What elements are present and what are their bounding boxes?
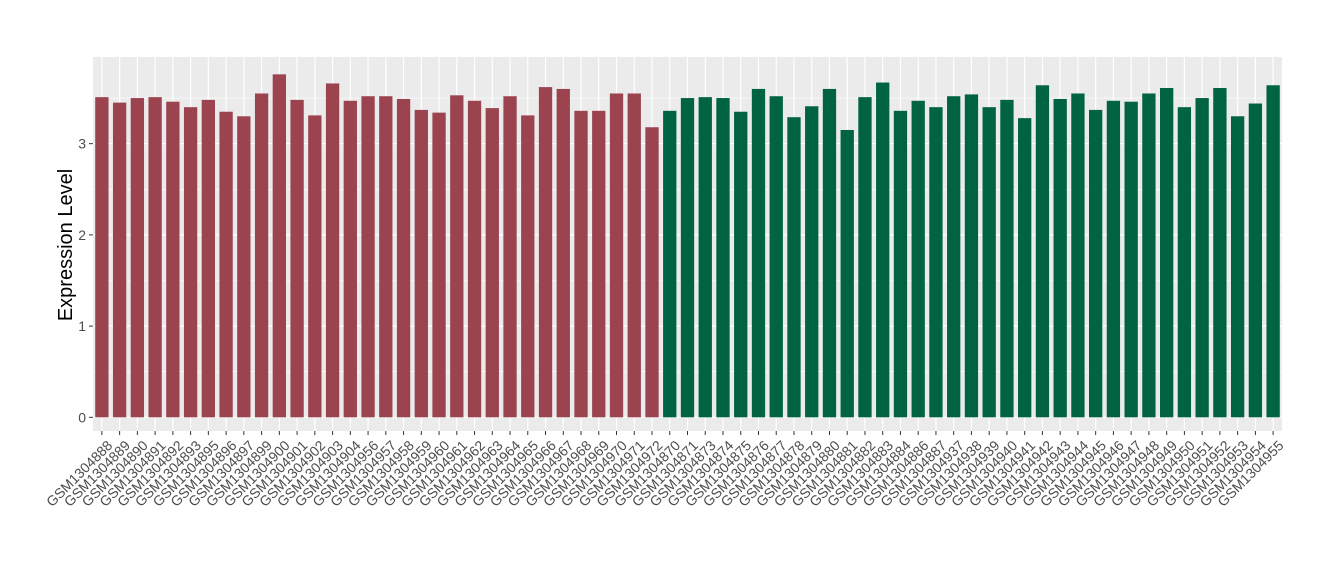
bar: [734, 111, 748, 418]
bar: [787, 117, 801, 418]
bar: [1195, 98, 1209, 418]
bar: [450, 95, 464, 418]
bar: [503, 96, 517, 418]
bars-layer: [95, 74, 1280, 418]
bar: [822, 88, 837, 418]
bar: [1124, 101, 1138, 418]
bar: [929, 107, 943, 418]
bar: [432, 112, 446, 418]
bar: [1071, 93, 1085, 418]
bar: [627, 93, 641, 418]
bar: [112, 102, 127, 418]
bar: [95, 97, 109, 418]
bar: [556, 88, 570, 418]
bar: [308, 115, 322, 418]
bar: [538, 87, 553, 418]
bar: [645, 127, 659, 418]
bar: [663, 110, 677, 418]
bar: [148, 97, 162, 418]
bar: [1177, 107, 1192, 418]
bar: [840, 129, 854, 418]
bar: [130, 98, 145, 418]
y-axis: 0 1 2 3: [78, 136, 93, 425]
bar: [1053, 98, 1067, 418]
bar: [1230, 116, 1245, 418]
bar: [290, 99, 304, 418]
bar: [379, 96, 393, 418]
x-axis: GSM1304888GSM1304889GSM1304890GSM1304891…: [43, 431, 1287, 510]
bar: [574, 110, 588, 418]
bar: [680, 98, 695, 418]
bar: [1035, 85, 1050, 418]
bar: [1089, 109, 1103, 418]
bar: [698, 97, 712, 418]
bar: [982, 107, 996, 418]
y-tick-label: 2: [78, 227, 86, 243]
bar: [1142, 93, 1156, 418]
bar: [254, 93, 269, 418]
y-tick-label: 3: [78, 136, 86, 152]
bar: [964, 94, 979, 418]
bar: [361, 96, 375, 418]
bar: [237, 116, 251, 418]
bar: [858, 97, 872, 418]
bar: [467, 100, 482, 418]
bar: [1106, 100, 1121, 418]
y-axis-title: Expression Level: [55, 169, 77, 321]
bar: [1266, 85, 1280, 418]
bar: [183, 107, 198, 418]
bar: [343, 100, 357, 418]
bar: [592, 110, 606, 418]
bar: [1000, 99, 1014, 418]
bar: [876, 82, 890, 418]
bar: [805, 106, 819, 418]
bar: [1248, 103, 1263, 418]
bar: [396, 98, 411, 418]
y-tick-label: 1: [78, 318, 86, 334]
bar: [1213, 88, 1227, 418]
bar: [219, 111, 233, 418]
bar: [166, 101, 180, 418]
bar: [911, 100, 925, 418]
bar: [751, 88, 766, 418]
y-tick-label: 0: [78, 409, 86, 425]
bar: [716, 98, 730, 418]
bar: [325, 83, 340, 418]
bar: [609, 93, 624, 418]
bar: [947, 96, 961, 418]
bar: [769, 96, 783, 418]
bar: [521, 115, 535, 418]
bar: [272, 74, 286, 418]
bar: [893, 110, 908, 418]
bar: [414, 109, 428, 418]
bar: [1159, 88, 1174, 418]
bar: [1018, 118, 1032, 418]
bar: [485, 108, 499, 418]
bar: [201, 99, 216, 418]
